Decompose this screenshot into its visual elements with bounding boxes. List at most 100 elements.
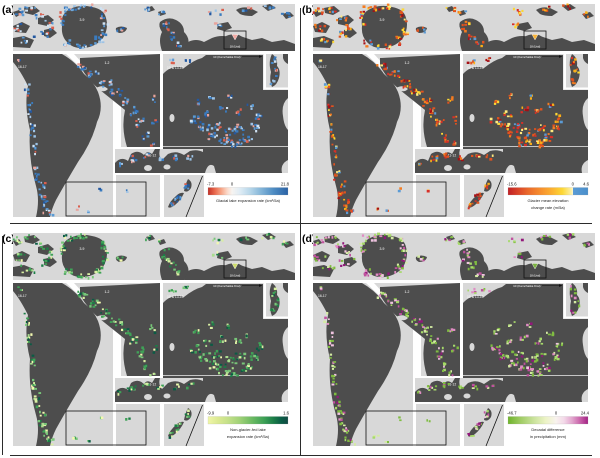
region-label-south-america: 16-17 bbox=[18, 294, 27, 298]
islands-inset-area bbox=[416, 404, 460, 446]
kamchatka-inset bbox=[563, 283, 588, 319]
land-shape bbox=[283, 283, 288, 293]
americas-map: 16-17 1-2 bbox=[313, 283, 460, 446]
mediterranean-notch bbox=[163, 393, 171, 399]
ural-marker-triangle bbox=[231, 34, 239, 41]
mediterranean-notch bbox=[463, 164, 471, 170]
caspian-lake bbox=[169, 114, 175, 122]
kamchatka-shape bbox=[569, 283, 580, 316]
gulf-of-alaska bbox=[396, 315, 408, 321]
mediterranean-notch bbox=[444, 394, 452, 400]
kamchatka-arrow-head bbox=[259, 55, 263, 58]
region-label-asia: 10 & 13-15 bbox=[467, 295, 484, 299]
islands-inset-frame bbox=[365, 181, 447, 217]
region-label-ural: 18 (Ural) bbox=[230, 274, 241, 278]
region-label-ural: 18 (Ural) bbox=[530, 274, 541, 278]
islands-inset-frame bbox=[65, 410, 147, 446]
mediterranean-notch bbox=[463, 393, 471, 399]
land-shape bbox=[13, 36, 34, 48]
sea-notch bbox=[581, 160, 588, 173]
bay-notch bbox=[505, 164, 516, 173]
land-shape bbox=[459, 18, 489, 51]
colorbar-max-tick: 21.8 bbox=[281, 182, 290, 187]
islands-inset-area bbox=[116, 175, 160, 217]
south-america-shape bbox=[13, 54, 101, 217]
section-divider-line bbox=[185, 175, 203, 218]
region-label-asia: 10 & 13-15 bbox=[467, 66, 484, 70]
section-divider-line bbox=[185, 404, 203, 447]
greenland-shape bbox=[361, 5, 407, 49]
land-shape bbox=[313, 22, 330, 33]
ural-inset: 18 (Ural) bbox=[223, 30, 247, 50]
islands-inset-area bbox=[416, 175, 460, 217]
land-shape bbox=[159, 247, 189, 280]
land-shape bbox=[313, 36, 334, 48]
colorbar-gradient-bar bbox=[507, 187, 589, 196]
region-label-europe: 11-12 bbox=[148, 154, 157, 158]
colorbar: -15.6 0 4.6 Glacier mean elevation chang… bbox=[507, 182, 590, 211]
separator-line-bottom bbox=[10, 455, 592, 456]
panel-1: (b) 3-9 bbox=[302, 3, 595, 218]
pacific-notch bbox=[282, 98, 288, 130]
europe-map: 11-12 bbox=[115, 378, 203, 402]
region-label-europe: 11-12 bbox=[148, 383, 157, 387]
land-shape bbox=[13, 239, 22, 246]
land-shape bbox=[459, 247, 489, 280]
panel-3: (d) 3-9 bbox=[302, 232, 595, 447]
colorbar-zero-tick: 0 bbox=[572, 182, 575, 187]
colorbar-caption-line1: Non-glacier-fed lake bbox=[230, 427, 267, 432]
new-zealand-map bbox=[464, 175, 504, 217]
ural-inset-frame bbox=[523, 259, 547, 279]
data-pixels bbox=[13, 3, 291, 217]
asia-shape bbox=[463, 55, 588, 173]
new-zealand-map-area bbox=[464, 175, 504, 217]
land-shape bbox=[217, 251, 232, 260]
islands-inset-area bbox=[116, 404, 160, 446]
ural-inset: 18 (Ural) bbox=[223, 259, 247, 279]
land-shape bbox=[583, 54, 588, 64]
mediterranean-notch bbox=[144, 394, 152, 400]
region-label-south-america: 16-17 bbox=[318, 294, 327, 298]
inset-gap bbox=[263, 87, 288, 90]
colorbar-min-tick: -46.7 bbox=[507, 411, 517, 416]
pacific-notch bbox=[582, 327, 588, 359]
colorbar-gradient-bar bbox=[507, 416, 589, 425]
section-divider-line bbox=[485, 404, 503, 447]
separator-line-vertical bbox=[300, 8, 301, 455]
kamchatka-shape bbox=[269, 283, 280, 316]
europe-shape bbox=[415, 378, 503, 402]
region-label-kamchatka: 10 (Kamchatka Krai) bbox=[213, 55, 240, 59]
new-zealand-map bbox=[164, 175, 204, 217]
region-label-europe: 11-12 bbox=[448, 154, 457, 158]
caspian-lake bbox=[169, 343, 175, 351]
colorbar-min-tick: -15.6 bbox=[507, 182, 517, 187]
colorbar: -9.9 0 1.6 Non-glacier-fed lake expansio… bbox=[207, 411, 290, 440]
inset-gap bbox=[563, 54, 566, 90]
land-shape bbox=[224, 263, 246, 278]
land-shape bbox=[583, 283, 588, 293]
kamchatka-arrow-head bbox=[259, 284, 263, 287]
colorbar-min-tick: -7.3 bbox=[207, 182, 215, 187]
land-shape bbox=[517, 22, 532, 31]
new-zealand-map bbox=[464, 404, 504, 446]
ural-inset-frame bbox=[223, 259, 247, 279]
region-label-asia: 10 & 13-15 bbox=[167, 66, 184, 70]
pacific-notch bbox=[282, 327, 288, 359]
data-pixels bbox=[12, 232, 289, 446]
inset-gap bbox=[263, 283, 266, 319]
arctic-strip-map: 3-9 bbox=[313, 233, 595, 280]
region-label-asia: 10 & 13-15 bbox=[167, 295, 184, 299]
ural-marker-triangle bbox=[231, 263, 239, 270]
region-label-alaska: 1-2 bbox=[405, 290, 410, 294]
islands-inset-frame bbox=[365, 410, 447, 446]
sea-notch bbox=[581, 389, 588, 402]
separator-line-left bbox=[2, 236, 3, 455]
region-label-greenland: 3-9 bbox=[380, 18, 385, 22]
region-label-alaska: 1-2 bbox=[105, 61, 110, 65]
panel-0: (a) 3-9 bbox=[2, 3, 295, 218]
mediterranean-notch bbox=[163, 164, 171, 170]
separator-line-horizontal bbox=[10, 223, 592, 224]
asia-shape bbox=[463, 284, 588, 402]
caspian-lake bbox=[469, 343, 475, 351]
